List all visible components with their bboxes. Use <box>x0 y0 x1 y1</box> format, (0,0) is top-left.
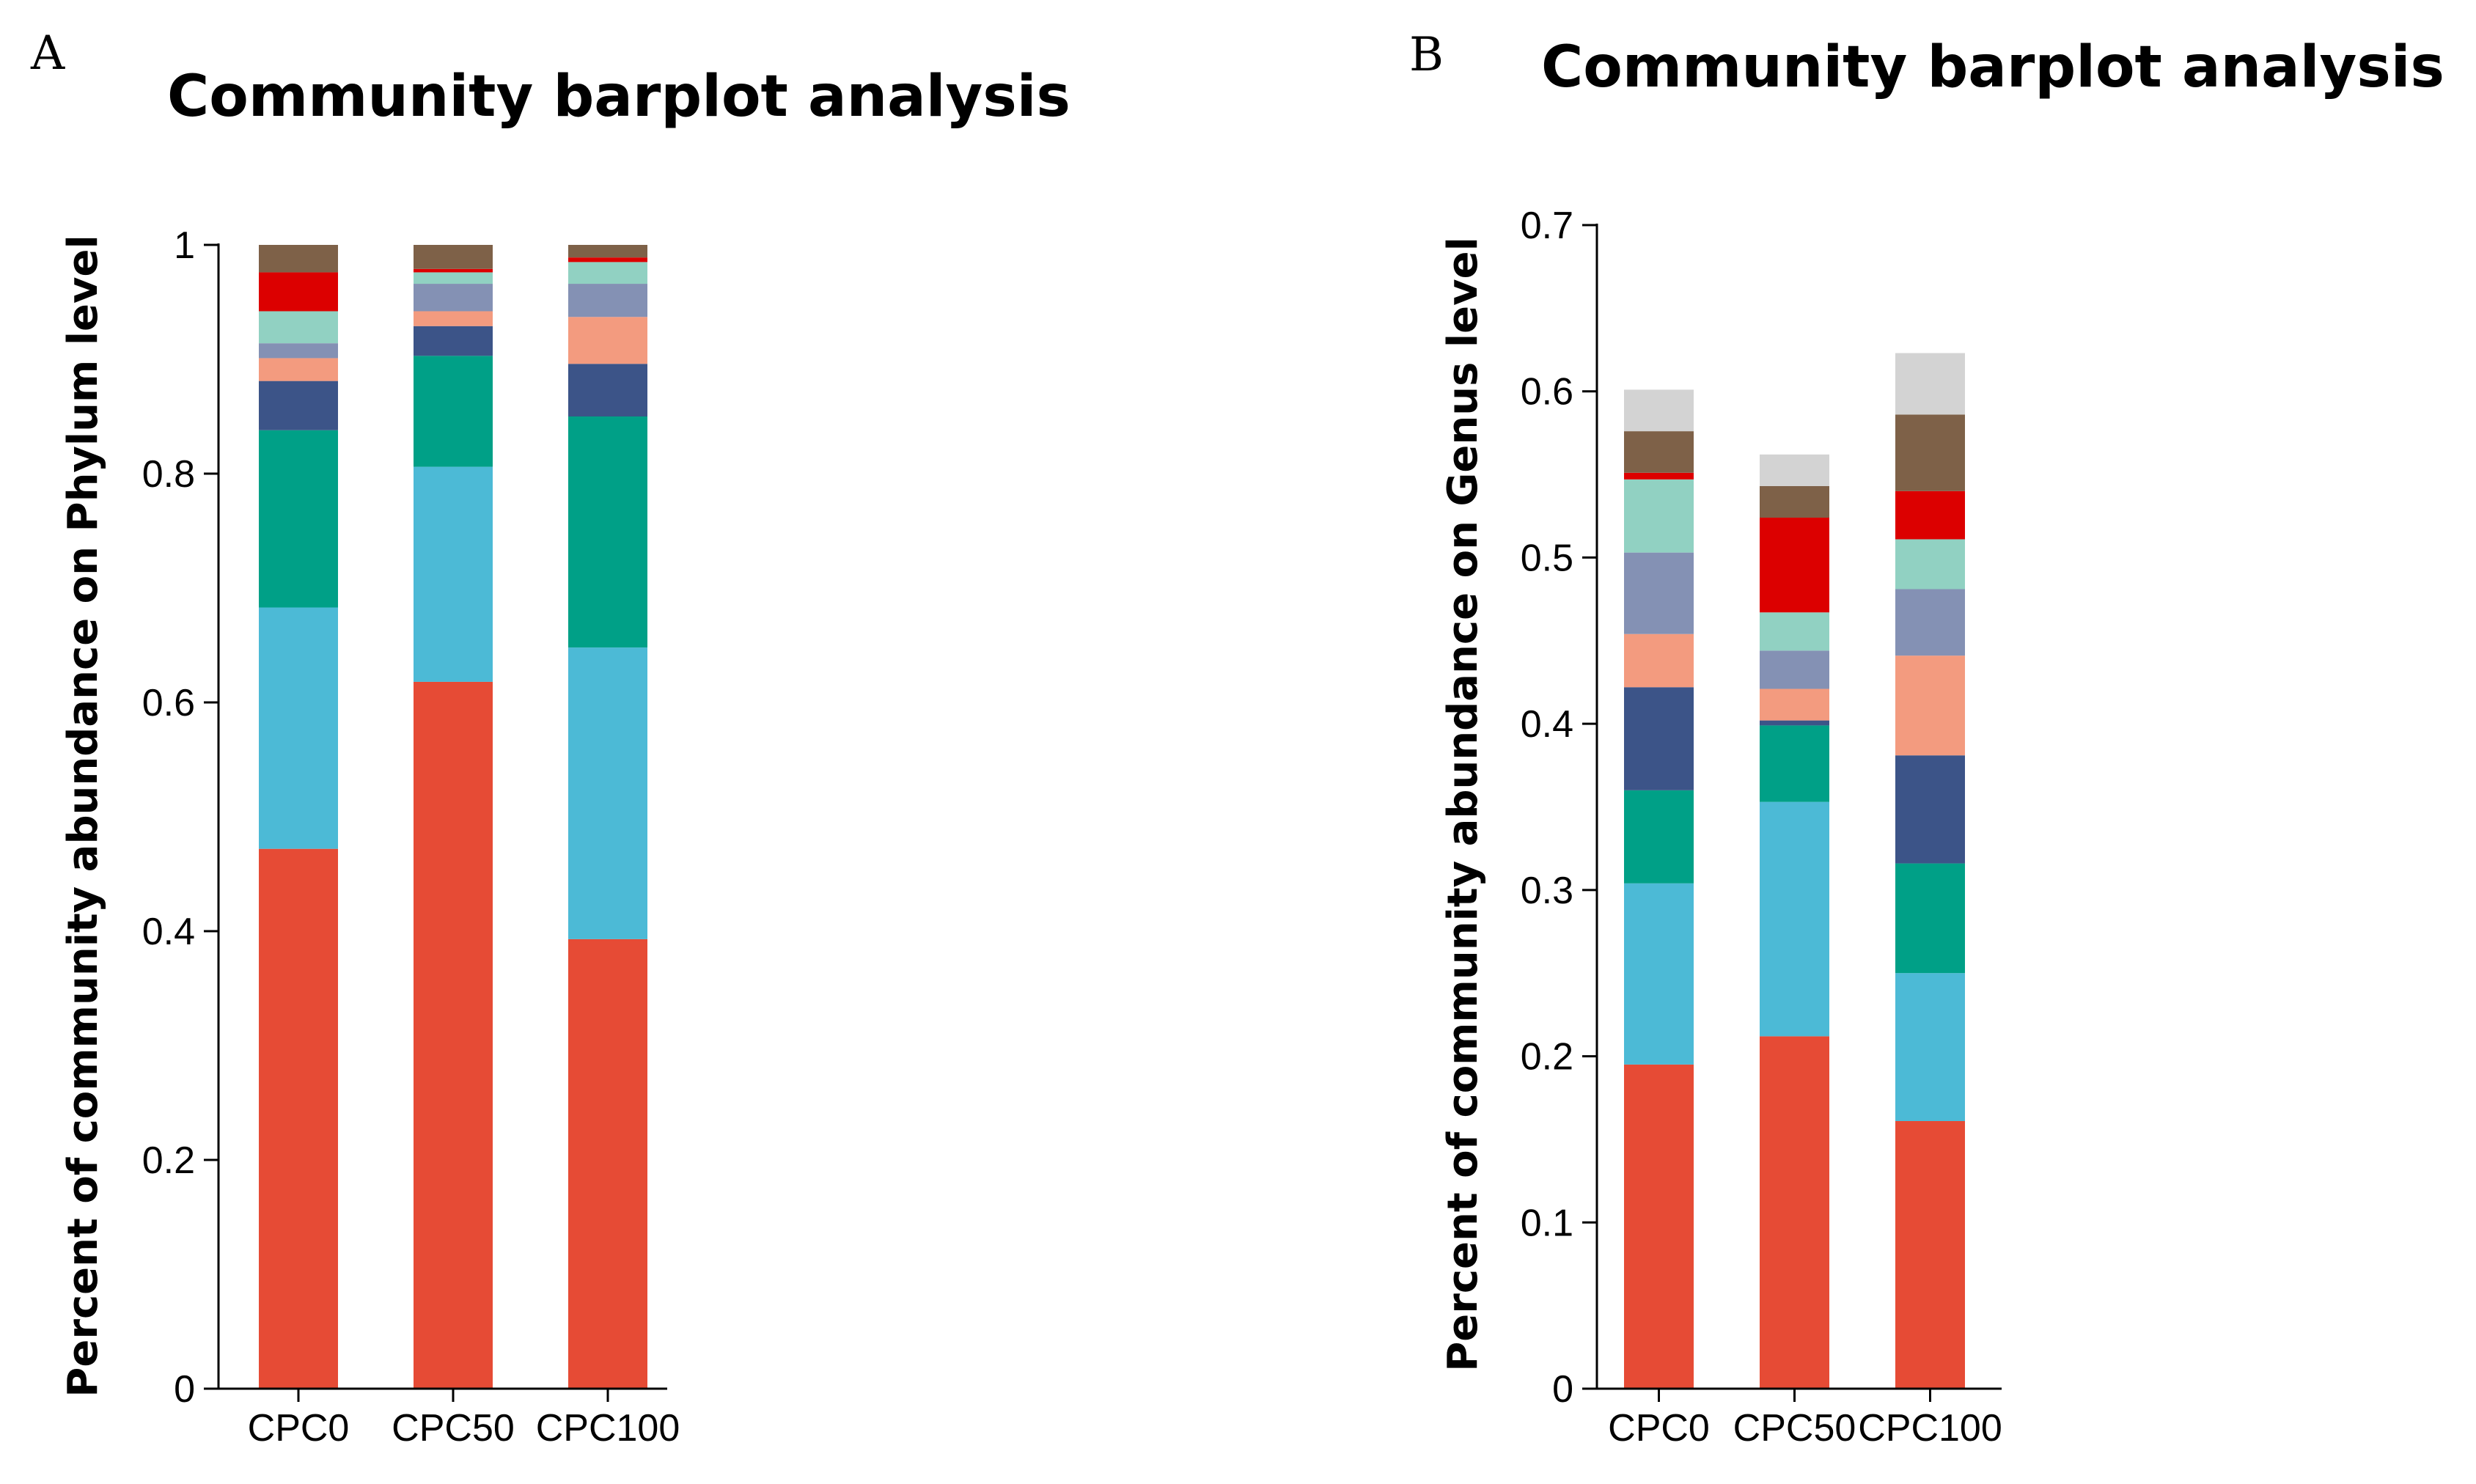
chart-b-title: Community barplot analysis <box>1541 34 2444 100</box>
y-tick-label-a: 0 <box>174 1368 195 1411</box>
bar-segment-a-cpc100-others <box>568 245 647 258</box>
chart-b-plot: 0 0.1 0.2 0.3 0.4 0.5 0.6 0.7 CPC0 CPC50 CPC100 <box>1521 205 2002 1450</box>
bar-segment-b-cpc100-nocardioides <box>1895 353 1965 415</box>
bar-segment-a-cpc50-actinobacteriota <box>414 466 493 682</box>
y-tick-label-b: 0.1 <box>1521 1202 1573 1244</box>
bar-segment-b-cpc0-longivirga <box>1624 552 1694 634</box>
bar-segment-a-cpc0-others <box>259 245 338 273</box>
y-tick-label-b: 0 <box>1552 1368 1573 1411</box>
bar-segment-b-cpc100-mycobacterium <box>1895 863 1965 974</box>
y-tick-label-b: 0.6 <box>1521 371 1573 414</box>
y-tick-label-a: 0.2 <box>142 1139 195 1182</box>
bar-segment-b-cpc50-unclassified-c-bacilli <box>1760 612 1829 651</box>
chart-a-ylabel: Percent of community abundance on Phylum… <box>59 235 107 1397</box>
bar-segment-a-cpc100-proteobacteria <box>568 416 647 648</box>
bar-segment-b-cpc0-legionella <box>1624 431 1694 473</box>
bar-segment-a-cpc0-proteobacteria <box>259 430 338 608</box>
chart-b-ylabel: Percent of community abundance on Genus … <box>1439 237 1487 1372</box>
x-tick-label-b: CPC50 <box>1733 1407 1856 1450</box>
bar-segment-a-cpc0-verrucomicrobiota <box>259 358 338 381</box>
y-tick-label-b: 0.3 <box>1521 870 1573 912</box>
bar-segment-b-cpc0-actinomyces <box>1624 472 1694 480</box>
bar-segment-b-cpc50-enterococcus <box>1760 720 1829 726</box>
bar-segment-b-cpc50-lactococcus <box>1760 801 1829 1037</box>
bar-segment-b-cpc0-alphal-cluster <box>1624 633 1694 688</box>
bar-segment-a-cpc100-planctomycetota <box>568 364 647 416</box>
y-tick-label-b: 0.5 <box>1521 537 1573 579</box>
chart-a-plot: 0 0.2 0.4 0.6 0.8 1 CPC0 CPC50 CPC100 <box>142 224 680 1450</box>
bar-segment-a-cpc100-dependentiae <box>568 284 647 317</box>
y-tick-label-a: 0.4 <box>142 911 195 953</box>
bar-segment-b-cpc0-enterococcus <box>1624 687 1694 790</box>
bar-segment-b-cpc50-streptococcus <box>1760 1036 1829 1389</box>
x-tick-label-a: CPC100 <box>536 1407 680 1450</box>
bar-segment-b-cpc100-enterococcus <box>1895 755 1965 864</box>
bar-segment-a-cpc50-proteobacteria <box>414 356 493 467</box>
bar-segment-a-cpc0-actinobacteriota <box>259 607 338 849</box>
bar-segment-a-cpc100-verrucomicrobiota <box>568 317 647 364</box>
panel-a: A Community barplot analysis Percent of … <box>30 26 1070 1450</box>
bar-segment-b-cpc50-mycobacterium <box>1760 725 1829 802</box>
x-tick-label-a: CPC0 <box>248 1407 350 1450</box>
y-tick-label-b: 0.4 <box>1521 703 1573 746</box>
bar-segment-b-cpc100-alphal-cluster <box>1895 655 1965 756</box>
bar-segment-b-cpc100-unclassified-c-bacilli <box>1895 539 1965 589</box>
bar-segment-b-cpc100-actinomyces <box>1895 491 1965 540</box>
bar-segment-a-cpc50-others <box>414 245 493 269</box>
y-tick-label-a: 0.6 <box>142 682 195 724</box>
bar-segment-a-cpc100-actinobacteriota <box>568 647 647 939</box>
bar-segment-b-cpc100-legionella <box>1895 414 1965 491</box>
panel-b: B Community barplot analysis Percent of … <box>1409 28 2444 1450</box>
bar-segment-a-cpc50-chloroflexi <box>414 272 493 284</box>
panel-letter-a: A <box>30 26 65 81</box>
x-tick-label-a: CPC50 <box>392 1407 515 1450</box>
bar-segment-a-cpc100-chloroflexi <box>568 262 647 284</box>
bar-segment-a-cpc100-firmicutes <box>568 938 647 1389</box>
bar-segment-b-cpc50-actinomyces <box>1760 518 1829 613</box>
bar-segment-a-cpc50-fusobacteriota <box>414 268 493 273</box>
chart-a-title: Community barplot analysis <box>167 64 1070 130</box>
bar-segment-b-cpc0-nocardioides <box>1624 389 1694 432</box>
bar-segment-b-cpc100-lactococcus <box>1895 973 1965 1121</box>
bar-segment-a-cpc0-firmicutes <box>259 848 338 1389</box>
y-tick-label-b: 0.2 <box>1521 1036 1573 1079</box>
bar-segment-a-cpc50-verrucomicrobiota <box>414 311 493 326</box>
bar-segment-a-cpc50-planctomycetota <box>414 326 493 356</box>
bar-segment-b-cpc0-mycobacterium <box>1624 790 1694 884</box>
bar-segment-a-cpc0-fusobacteriota <box>259 272 338 312</box>
bar-segment-a-cpc0-dependentiae <box>259 343 338 359</box>
x-tick-label-b: CPC0 <box>1608 1407 1710 1450</box>
bar-segment-b-cpc0-lactococcus <box>1624 883 1694 1065</box>
bar-segment-b-cpc0-streptococcus <box>1624 1064 1694 1389</box>
bar-segment-b-cpc100-longivirga <box>1895 589 1965 656</box>
panel-letter-b: B <box>1409 28 1444 82</box>
bar-segment-b-cpc50-nocardioides <box>1760 454 1829 486</box>
y-tick-label-a: 0.8 <box>142 453 195 496</box>
y-tick-label-b: 0.7 <box>1521 205 1573 247</box>
y-tick-label-a: 1 <box>174 224 195 267</box>
bar-segment-b-cpc50-legionella <box>1760 485 1829 518</box>
bar-segment-b-cpc50-alphal-cluster <box>1760 688 1829 721</box>
bar-segment-a-cpc100-fusobacteriota <box>568 257 647 262</box>
bar-segment-a-cpc50-dependentiae <box>414 284 493 312</box>
bar-segment-b-cpc50-longivirga <box>1760 650 1829 689</box>
bar-segment-b-cpc0-unclassified-c-bacilli <box>1624 479 1694 553</box>
bar-segment-b-cpc100-streptococcus <box>1895 1120 1965 1389</box>
bar-segment-a-cpc0-chloroflexi <box>259 311 338 344</box>
bar-segment-a-cpc50-firmicutes <box>414 681 493 1389</box>
bar-segment-a-cpc0-planctomycetota <box>259 381 338 430</box>
x-tick-label-b: CPC100 <box>1858 1407 2002 1450</box>
